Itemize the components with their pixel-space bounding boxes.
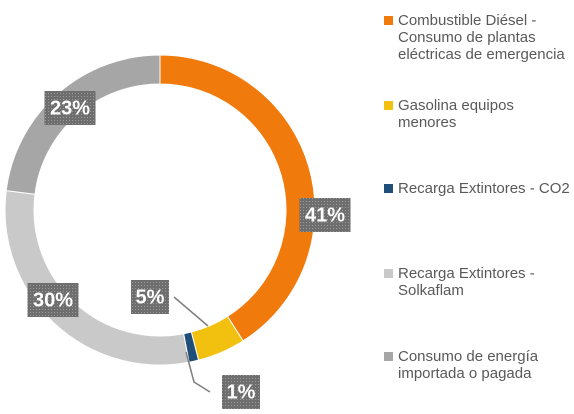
leader-line	[173, 296, 209, 327]
label-box	[131, 280, 169, 314]
donut-slice	[4, 190, 190, 366]
legend-item: Gasolina equipos menores	[384, 97, 572, 131]
legend-item: Combustible Diésel - Consumo de plantas …	[384, 12, 572, 63]
legend-label: Gasolina equipos menores	[398, 97, 514, 131]
legend-label: Recarga Extintores - Solkaflam	[398, 265, 535, 299]
data-label: 5%	[136, 286, 165, 308]
label-box	[222, 375, 260, 409]
leader-line	[185, 351, 211, 393]
data-label: 30%	[33, 289, 73, 311]
legend-label: Recarga Extintores - CO2	[398, 180, 570, 197]
legend-label: Consumo de energía importada o pagada	[398, 348, 539, 382]
label-box	[27, 283, 79, 317]
legend-swatch	[384, 101, 393, 110]
legend-swatch	[384, 269, 393, 278]
legend-item: Recarga Extintores - Solkaflam	[384, 265, 572, 299]
legend-swatch	[384, 16, 393, 25]
data-label: 1%	[227, 381, 256, 403]
label-box	[299, 198, 351, 232]
legend-item: Consumo de energía importada o pagada	[384, 348, 572, 382]
data-label: 23%	[50, 97, 90, 119]
label-box	[44, 91, 96, 125]
donut-slice	[159, 54, 316, 342]
legend-swatch	[384, 352, 393, 361]
donut-slice	[5, 54, 161, 195]
legend-item: Recarga Extintores - CO2	[384, 180, 572, 197]
legend-label: Combustible Diésel - Consumo de plantas …	[398, 12, 565, 63]
legend-swatch	[384, 184, 393, 193]
data-label: 41%	[305, 204, 345, 226]
